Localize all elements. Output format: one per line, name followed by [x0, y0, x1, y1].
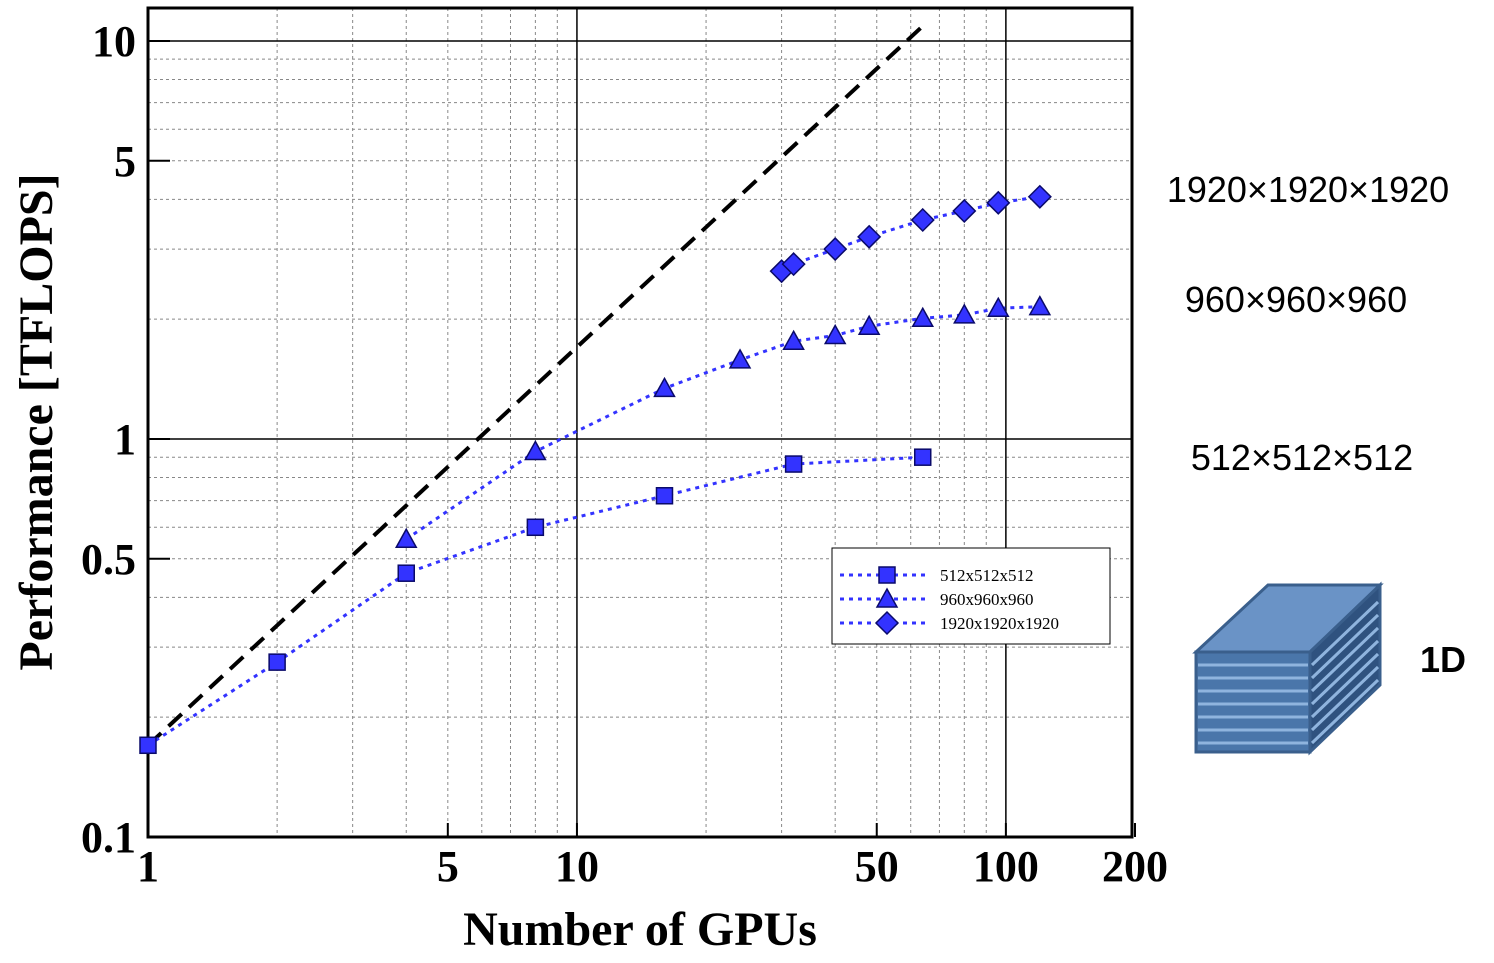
series-line [405, 305, 1040, 541]
marker [139, 736, 157, 755]
x-tick-label: 50 [855, 842, 899, 891]
x-tick-label: 10 [555, 842, 599, 891]
marker [875, 587, 899, 608]
marker [524, 439, 547, 461]
x-axis-title: Number of GPUs [463, 903, 817, 956]
marker [911, 306, 935, 328]
marker [784, 455, 803, 473]
y-tick-label: 0.5 [81, 535, 136, 584]
legend-label: 512x512x512 [940, 566, 1034, 585]
marker [857, 314, 881, 335]
y-tick-label: 1 [114, 415, 136, 464]
marker [823, 237, 848, 262]
marker [823, 323, 847, 345]
marker [653, 376, 676, 398]
ideal-line [146, 24, 925, 747]
marker [857, 224, 882, 249]
marker [1027, 184, 1052, 209]
legend: 512x512x512 960x960x960 1920x1920x1920 [831, 547, 1111, 645]
marker [655, 487, 674, 505]
annotation: 512×512×512 [1191, 437, 1413, 478]
x-tick-label: 200 [1102, 842, 1168, 891]
marker [878, 566, 896, 584]
y-tick-label: 0.1 [81, 813, 136, 862]
y-tick-label: 5 [114, 137, 136, 186]
annotation: 960×960×960 [1185, 279, 1407, 320]
legend-label: 1920x1920x1920 [940, 614, 1059, 633]
marker [781, 252, 806, 277]
legend-box [831, 547, 1111, 645]
annotation: 1D [1420, 639, 1466, 680]
marker [953, 303, 976, 324]
y-axis-title: Performance [TFLOPS] [10, 173, 63, 670]
x-tick-label: 5 [437, 842, 459, 891]
marker [268, 653, 286, 671]
marker [397, 564, 415, 582]
cube-icon [1192, 581, 1384, 756]
marker [728, 348, 752, 369]
marker [910, 207, 935, 233]
x-tick-label: 100 [973, 842, 1039, 891]
marker [782, 329, 805, 351]
annotation: 1920×1920×1920 [1167, 169, 1449, 210]
y-tick-label: 10 [92, 17, 136, 66]
marker [986, 296, 1010, 318]
marker [986, 190, 1011, 215]
plot-frame [146, 6, 1134, 839]
legend-label: 960x960x960 [940, 590, 1034, 609]
marker [874, 610, 900, 636]
x-tick-label: 1 [137, 842, 159, 891]
marker [952, 198, 977, 224]
marker [526, 518, 545, 537]
marker [913, 448, 932, 466]
marker [394, 527, 418, 548]
marker [1028, 295, 1052, 316]
